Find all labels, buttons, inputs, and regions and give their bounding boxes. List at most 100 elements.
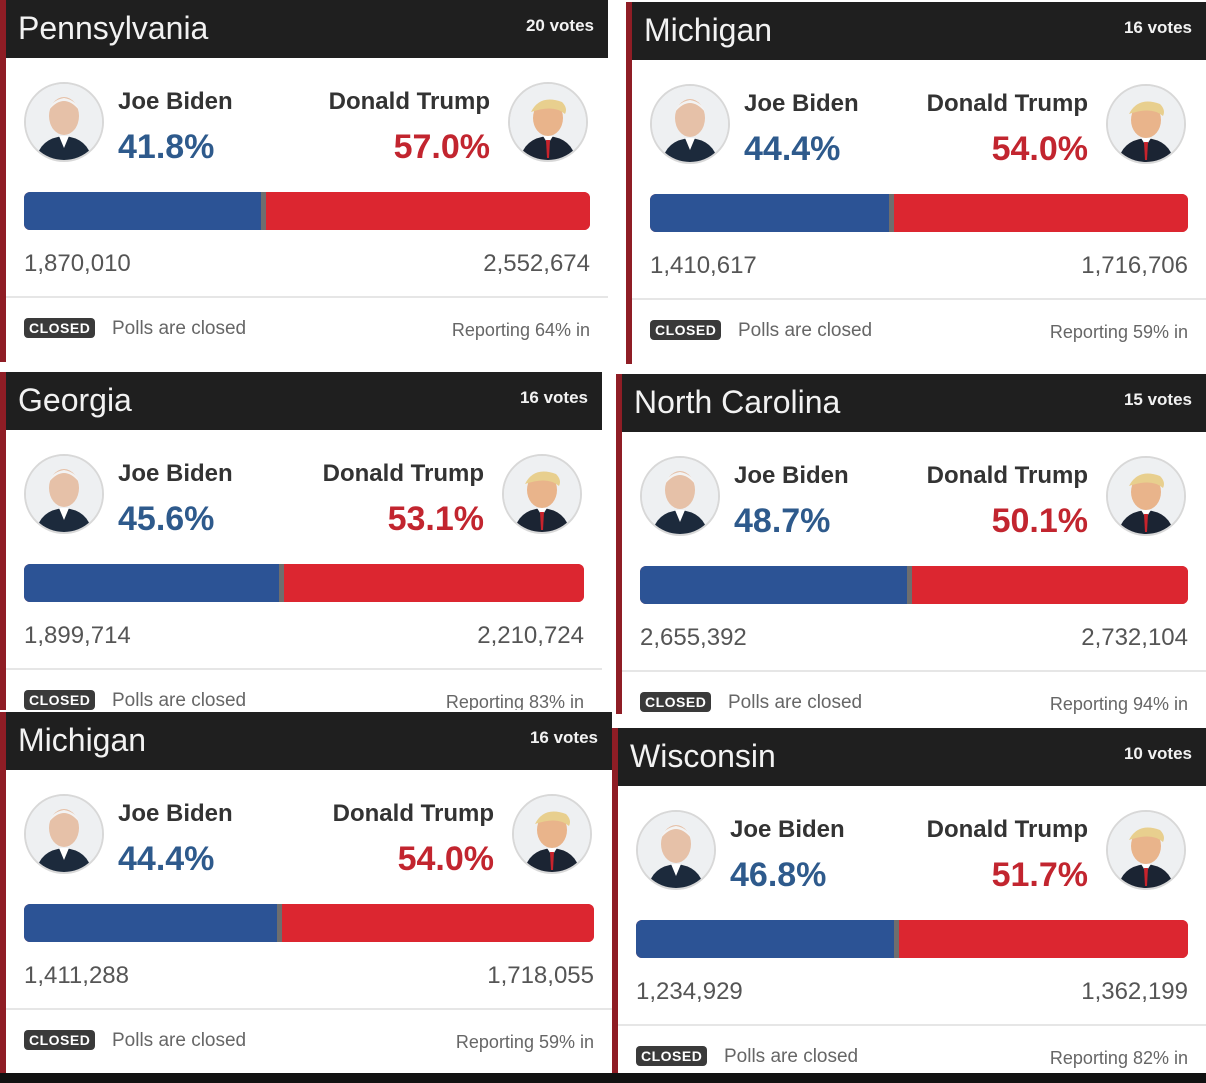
reporting-status: Reporting 83% in xyxy=(445,692,584,710)
divider xyxy=(632,298,1206,300)
divider xyxy=(618,1024,1206,1026)
card-header: Wisconsin 10 votes xyxy=(618,728,1206,786)
trump-avatar-icon xyxy=(508,82,588,162)
divider xyxy=(6,296,608,298)
reporting-status: Reporting 59% in xyxy=(1049,322,1188,342)
trump-percentage: 51.7% xyxy=(991,856,1088,894)
reporting-status: Reporting 59% in xyxy=(455,1032,594,1052)
trump-percentage: 57.0% xyxy=(393,128,490,166)
electoral-votes: 10 votes xyxy=(1123,744,1192,763)
reporting-status: Reporting 64% in xyxy=(451,320,590,340)
biden-vote-count: 1,410,617 xyxy=(650,252,757,279)
electoral-votes: 16 votes xyxy=(1123,18,1192,37)
polls-status: Polls are closed xyxy=(112,690,247,710)
trump-vote-count: 1,716,706 xyxy=(1081,252,1188,279)
polls-status: Polls are closed xyxy=(738,320,873,341)
trump-avatar-icon xyxy=(502,454,582,534)
biden-share-bar xyxy=(650,194,894,232)
electoral-votes: 16 votes xyxy=(529,728,598,747)
biden-name: Joe Biden xyxy=(118,88,233,115)
reporting-status: Reporting 82% in xyxy=(1049,1048,1188,1068)
divider xyxy=(6,668,602,670)
trump-name: Donald Trump xyxy=(926,90,1088,117)
biden-share-bar xyxy=(24,564,284,602)
trump-vote-count: 2,552,674 xyxy=(483,250,590,277)
electoral-votes: 20 votes xyxy=(525,16,594,35)
trump-name: Donald Trump xyxy=(926,816,1088,843)
biden-avatar-icon xyxy=(640,456,720,536)
polls-status: Polls are closed xyxy=(112,1030,247,1051)
card-header: Pennsylvania 20 votes xyxy=(6,0,608,58)
closed-badge: CLOSED xyxy=(640,692,712,712)
biden-name: Joe Biden xyxy=(734,462,849,489)
state-name: Michigan xyxy=(644,12,773,48)
biden-name: Joe Biden xyxy=(118,800,233,827)
vote-share-bar xyxy=(650,194,1188,232)
trump-vote-count: 1,718,055 xyxy=(487,962,594,989)
state-result-card-2: Michigan 16 votes Joe Biden 44.4% Donald… xyxy=(626,2,1206,364)
trump-name: Donald Trump xyxy=(926,462,1088,489)
trump-percentage: 54.0% xyxy=(397,840,494,878)
vote-share-bar xyxy=(24,564,584,602)
biden-percentage: 41.8% xyxy=(118,128,215,166)
closed-badge: CLOSED xyxy=(636,1046,708,1066)
biden-avatar-icon xyxy=(24,454,104,534)
reporting-status: Reporting 94% in xyxy=(1049,694,1188,714)
biden-vote-count: 1,870,010 xyxy=(24,250,131,277)
vote-share-bar xyxy=(24,904,594,942)
biden-name: Joe Biden xyxy=(730,816,845,843)
polls-status: Polls are closed xyxy=(112,318,247,339)
trump-percentage: 50.1% xyxy=(991,502,1088,540)
closed-badge: CLOSED xyxy=(24,690,96,710)
card-header: Georgia 16 votes xyxy=(6,372,602,430)
state-name: Michigan xyxy=(18,722,147,758)
biden-share-bar xyxy=(24,904,282,942)
polls-status: Polls are closed xyxy=(728,692,863,713)
trump-name: Donald Trump xyxy=(328,88,490,115)
biden-percentage: 44.4% xyxy=(744,130,841,168)
trump-share-bar xyxy=(899,920,1188,958)
trump-share-bar xyxy=(282,904,594,942)
card-header: Michigan 16 votes xyxy=(6,712,612,770)
trump-avatar-icon xyxy=(1106,810,1186,890)
biden-vote-count: 1,899,714 xyxy=(24,622,131,649)
biden-vote-count: 1,234,929 xyxy=(636,978,743,1005)
state-result-card-5: Michigan 16 votes Joe Biden 44.4% Donald… xyxy=(0,712,612,1074)
trump-percentage: 53.1% xyxy=(387,500,484,538)
trump-share-bar xyxy=(284,564,584,602)
trump-avatar-icon xyxy=(1106,456,1186,536)
vote-share-bar xyxy=(640,566,1188,604)
closed-badge: CLOSED xyxy=(650,320,722,340)
trump-avatar-icon xyxy=(1106,84,1186,164)
biden-percentage: 46.8% xyxy=(730,856,827,894)
electoral-votes: 16 votes xyxy=(519,388,588,407)
trump-avatar-icon xyxy=(512,794,592,874)
closed-badge: CLOSED xyxy=(24,318,96,338)
biden-share-bar xyxy=(636,920,899,958)
biden-avatar-icon xyxy=(24,82,104,162)
state-name: Pennsylvania xyxy=(18,10,209,46)
divider xyxy=(622,670,1206,672)
trump-share-bar xyxy=(912,566,1188,604)
trump-name: Donald Trump xyxy=(332,800,494,827)
card-header: North Carolina 15 votes xyxy=(622,374,1206,432)
biden-name: Joe Biden xyxy=(744,90,859,117)
state-name: Georgia xyxy=(18,382,132,418)
biden-vote-count: 2,655,392 xyxy=(640,624,747,651)
divider xyxy=(6,1008,612,1010)
state-result-card-6: Wisconsin 10 votes Joe Biden 46.8% Donal… xyxy=(612,728,1206,1074)
biden-vote-count: 1,411,288 xyxy=(24,962,129,989)
bottom-strip xyxy=(0,1073,1206,1083)
state-name: Wisconsin xyxy=(630,738,776,774)
electoral-votes: 15 votes xyxy=(1123,390,1192,409)
biden-avatar-icon xyxy=(650,84,730,164)
trump-vote-count: 2,732,104 xyxy=(1081,624,1188,651)
biden-share-bar xyxy=(24,192,266,230)
trump-vote-count: 2,210,724 xyxy=(477,622,584,649)
vote-share-bar xyxy=(636,920,1188,958)
closed-badge: CLOSED xyxy=(24,1030,96,1050)
biden-avatar-icon xyxy=(636,810,716,890)
biden-percentage: 45.6% xyxy=(118,500,215,538)
biden-name: Joe Biden xyxy=(118,460,233,487)
biden-percentage: 44.4% xyxy=(118,840,215,878)
